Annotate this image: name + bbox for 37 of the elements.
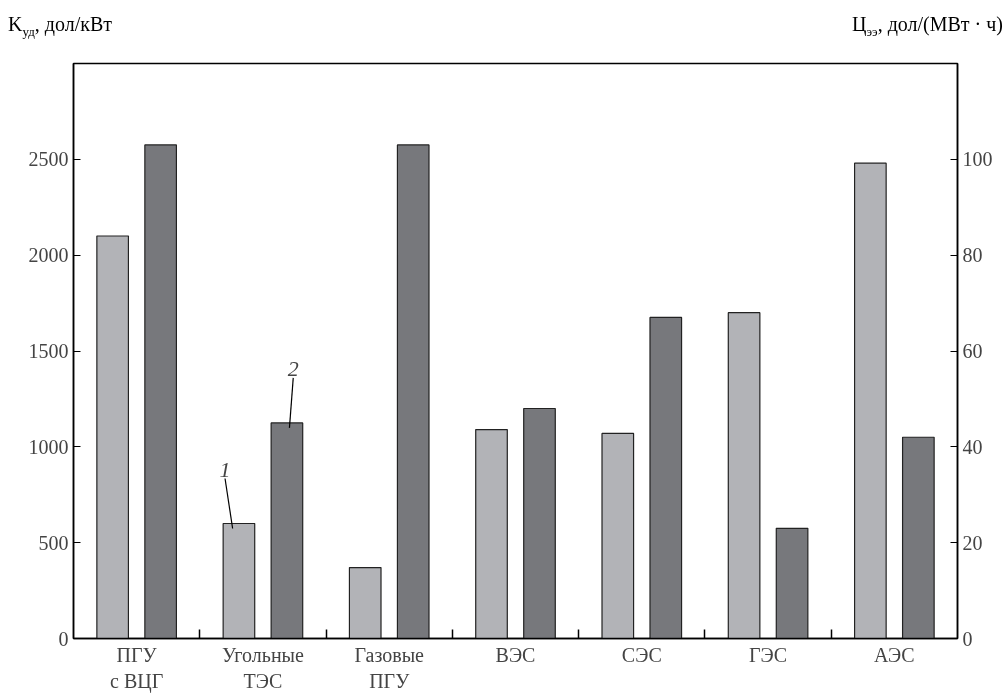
bar bbox=[396, 144, 430, 639]
x-tick-label: ПГУ с ВЦГ bbox=[110, 643, 164, 693]
y2-tick-label: 40 bbox=[962, 435, 983, 458]
y-axis-title: K$_{уд}$, дол/кВт bbox=[8, 12, 112, 41]
x-tick-label: Газовые ПГУ bbox=[354, 643, 425, 692]
y-tick-label: 1000 bbox=[28, 435, 69, 458]
x-tick-label: Угольные ТЭС bbox=[221, 643, 305, 692]
bar bbox=[601, 432, 635, 639]
bar bbox=[222, 522, 256, 639]
y2-tick-label: 100 bbox=[962, 148, 993, 171]
y2-tick-label: 0 bbox=[962, 627, 973, 650]
x-tick-label: ГЭС bbox=[749, 643, 788, 666]
bar bbox=[901, 436, 935, 639]
x-tick-label: СЭС bbox=[621, 643, 662, 666]
y-tick-label: 0 bbox=[58, 627, 69, 650]
bar bbox=[144, 144, 178, 639]
x-tick-label: АЭС bbox=[874, 643, 915, 666]
bar bbox=[727, 312, 761, 639]
bar bbox=[649, 316, 683, 639]
y2-tick-label: 20 bbox=[962, 531, 983, 554]
bar bbox=[523, 407, 556, 639]
bar bbox=[96, 235, 130, 639]
y2-tick-label: 60 bbox=[962, 340, 983, 362]
y2-tick-label: 80 bbox=[962, 244, 983, 267]
annotation: 1 bbox=[219, 456, 231, 482]
bar bbox=[853, 162, 887, 639]
bar bbox=[475, 428, 508, 639]
bar bbox=[775, 527, 809, 639]
bar bbox=[348, 566, 382, 639]
y-tick-label: 500 bbox=[38, 531, 69, 554]
y-tick-label: 1500 bbox=[28, 340, 69, 362]
y-tick-label: 2500 bbox=[28, 148, 69, 171]
y2-axis-title: Ц$_{ээ}$, дол/(МВт · ч) bbox=[852, 12, 1003, 41]
bar bbox=[270, 422, 304, 639]
y-tick-label: 2000 bbox=[28, 244, 69, 267]
annotation: 2 bbox=[287, 355, 299, 381]
x-tick-label: ВЭС bbox=[495, 643, 536, 666]
